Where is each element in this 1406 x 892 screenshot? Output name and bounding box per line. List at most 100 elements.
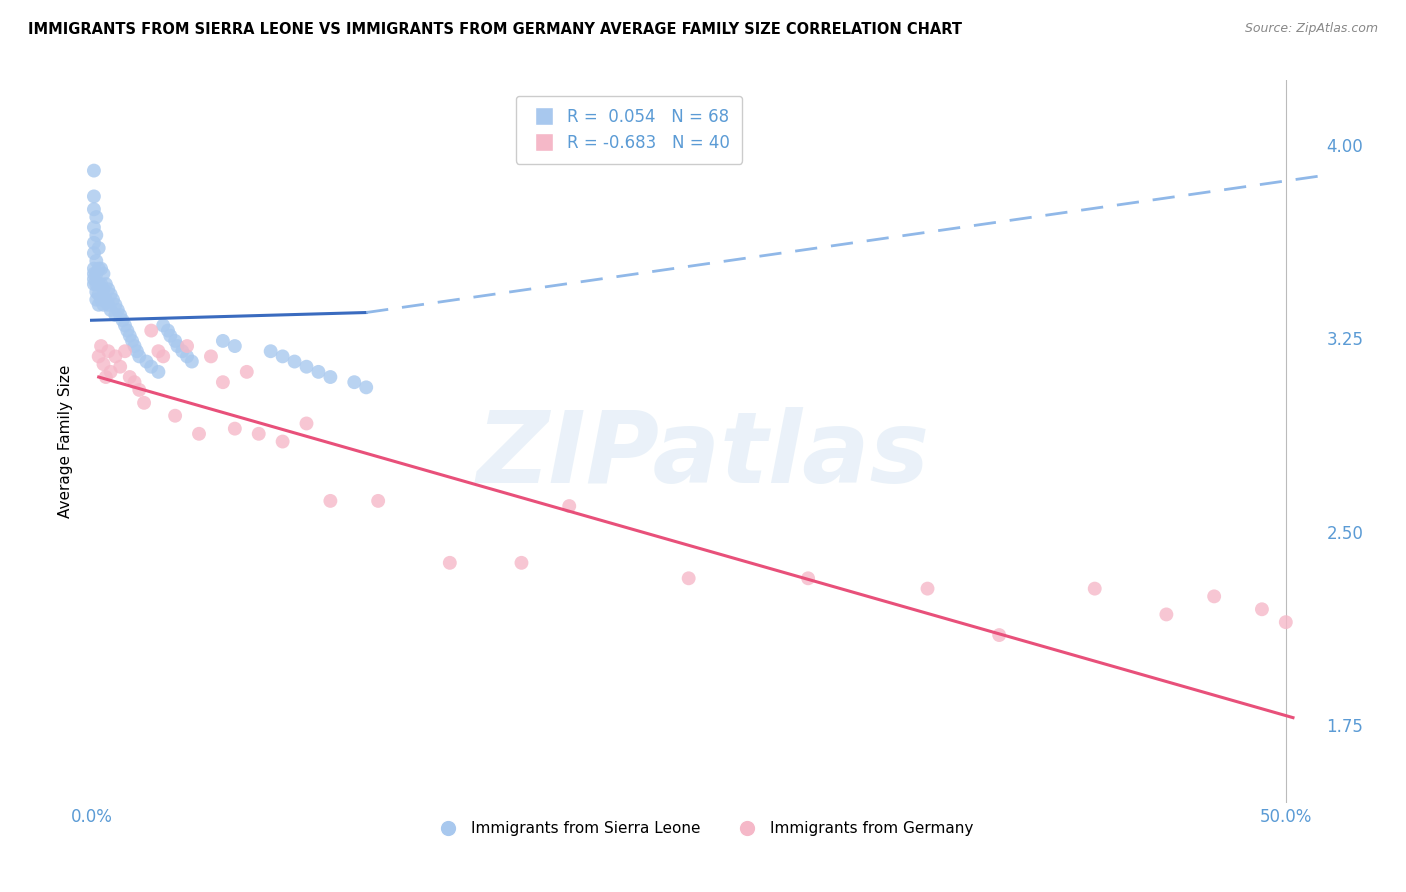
Point — [97, 344, 120, 359]
Point — [90, 339, 112, 353]
Point — [83, 267, 105, 281]
Point — [101, 293, 124, 307]
Point — [104, 298, 127, 312]
Point — [111, 313, 134, 327]
Point — [1204, 590, 1226, 604]
Point — [367, 494, 389, 508]
Point — [558, 499, 581, 513]
Point — [118, 328, 141, 343]
Point — [93, 282, 115, 296]
Point — [152, 318, 174, 333]
Point — [319, 494, 342, 508]
Point — [152, 350, 174, 364]
Point — [224, 422, 246, 436]
Point — [247, 426, 270, 441]
Point — [107, 302, 129, 317]
Point — [104, 308, 127, 322]
Text: ZIPatlas: ZIPatlas — [477, 408, 929, 505]
Point — [104, 350, 127, 364]
Point — [84, 285, 107, 299]
Point — [93, 298, 115, 312]
Point — [117, 324, 139, 338]
Point — [94, 370, 117, 384]
Point — [135, 354, 157, 368]
Point — [283, 354, 305, 368]
Point — [132, 396, 155, 410]
Point — [128, 383, 150, 397]
Point — [90, 277, 112, 292]
Point — [165, 409, 187, 423]
Point — [84, 267, 107, 281]
Point — [307, 365, 329, 379]
Point — [87, 241, 110, 255]
Point — [100, 302, 122, 317]
Point — [236, 365, 259, 379]
Point — [156, 324, 179, 338]
Point — [114, 344, 136, 359]
Point — [83, 261, 105, 276]
Point — [108, 308, 131, 322]
Point — [176, 339, 198, 353]
Point — [94, 293, 117, 307]
Point — [1275, 615, 1298, 630]
Point — [84, 293, 107, 307]
Point — [83, 272, 105, 286]
Point — [212, 375, 235, 389]
Point — [83, 277, 105, 292]
Point — [97, 282, 120, 296]
Point — [166, 339, 188, 353]
Point — [100, 365, 122, 379]
Point — [97, 298, 120, 312]
Y-axis label: Average Family Size: Average Family Size — [58, 365, 73, 518]
Point — [90, 261, 112, 276]
Point — [90, 293, 112, 307]
Point — [87, 350, 110, 364]
Point — [1156, 607, 1178, 622]
Point — [108, 359, 131, 374]
Point — [83, 189, 105, 203]
Point — [165, 334, 187, 348]
Point — [84, 253, 107, 268]
Point — [83, 163, 105, 178]
Point — [260, 344, 283, 359]
Point — [295, 359, 318, 374]
Point — [271, 350, 294, 364]
Point — [917, 582, 939, 596]
Point — [510, 556, 533, 570]
Point — [295, 417, 318, 431]
Point — [121, 334, 143, 348]
Point — [271, 434, 294, 449]
Point — [83, 246, 105, 260]
Point — [125, 344, 148, 359]
Text: IMMIGRANTS FROM SIERRA LEONE VS IMMIGRANTS FROM GERMANY AVERAGE FAMILY SIZE CORR: IMMIGRANTS FROM SIERRA LEONE VS IMMIGRAN… — [28, 22, 962, 37]
Point — [148, 344, 170, 359]
Point — [141, 359, 163, 374]
Point — [84, 228, 107, 243]
Point — [87, 298, 110, 312]
Point — [172, 344, 194, 359]
Point — [319, 370, 342, 384]
Legend: Immigrants from Sierra Leone, Immigrants from Germany: Immigrants from Sierra Leone, Immigrants… — [427, 815, 979, 842]
Point — [148, 365, 170, 379]
Point — [93, 267, 115, 281]
Point — [87, 261, 110, 276]
Point — [94, 277, 117, 292]
Point — [87, 277, 110, 292]
Point — [128, 350, 150, 364]
Point — [212, 334, 235, 348]
Text: Source: ZipAtlas.com: Source: ZipAtlas.com — [1244, 22, 1378, 36]
Point — [343, 375, 366, 389]
Point — [1084, 582, 1107, 596]
Point — [100, 287, 122, 301]
Point — [83, 220, 105, 235]
Point — [124, 375, 146, 389]
Point — [354, 380, 377, 394]
Point — [797, 571, 820, 585]
Point — [678, 571, 700, 585]
Point — [988, 628, 1011, 642]
Point — [159, 328, 181, 343]
Point — [83, 202, 105, 217]
Point — [176, 350, 198, 364]
Point — [1251, 602, 1274, 616]
Point — [188, 426, 211, 441]
